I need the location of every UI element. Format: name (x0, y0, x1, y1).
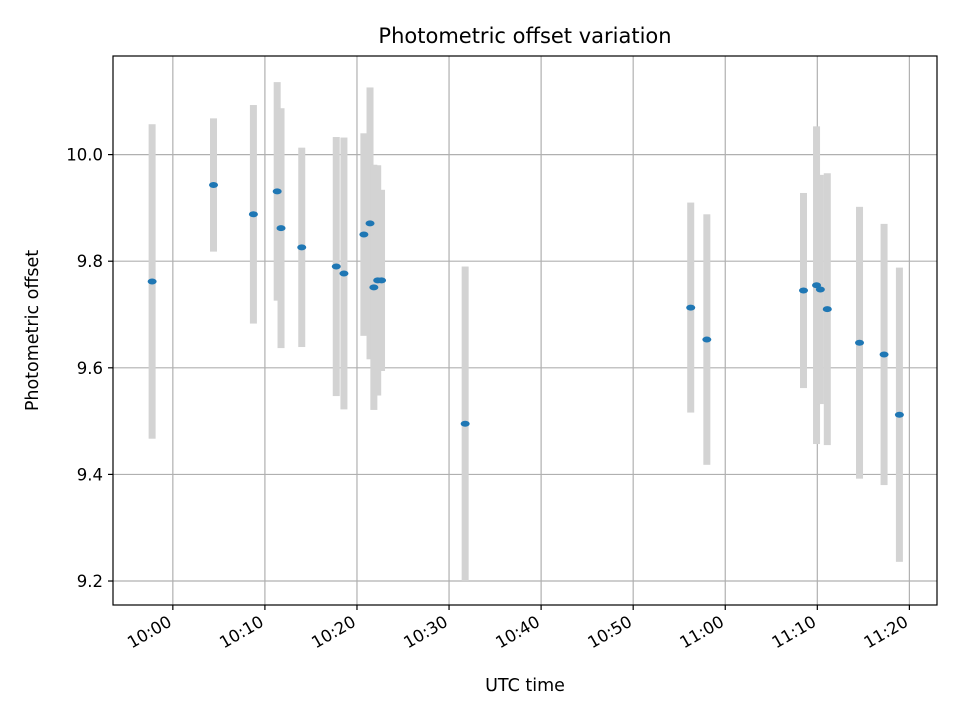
x-axis-label: UTC time (485, 676, 565, 696)
y-tick-label: 9.8 (77, 252, 103, 271)
x-tick-label: 11:00 (677, 612, 728, 652)
data-point (369, 284, 379, 291)
y-tick-label: 9.4 (77, 465, 103, 484)
data-point (879, 351, 889, 358)
data-point (799, 287, 809, 294)
y-axis-label: Photometric offset (23, 250, 43, 411)
data-points (147, 181, 904, 427)
data-point (339, 270, 349, 277)
grid-lines (113, 56, 937, 605)
data-point (365, 220, 375, 227)
data-point (272, 188, 282, 195)
data-point (377, 277, 387, 284)
data-point (248, 211, 258, 218)
plot-area-frame (112, 55, 938, 606)
x-tick-label: 10:30 (400, 612, 451, 652)
y-tick-label: 9.2 (77, 572, 103, 591)
data-point (147, 278, 157, 285)
data-point (855, 339, 865, 346)
x-tick-label: 11:10 (769, 612, 820, 652)
data-point (894, 411, 904, 418)
data-point (209, 181, 219, 188)
axis-ticks: 10:00 10:10 10:20 10:30 10:40 10:50 11:00 11:10… (66, 146, 911, 653)
x-tick-label: 10:10 (216, 612, 267, 652)
x-tick-label: 11:20 (861, 612, 912, 652)
data-point (822, 306, 832, 313)
data-point (359, 231, 369, 238)
x-tick-label: 10:50 (584, 612, 635, 652)
data-point (297, 244, 307, 251)
chart-title: Photometric offset variation (378, 24, 671, 48)
data-point (276, 225, 286, 232)
data-point (460, 420, 470, 427)
y-tick-label: 10.0 (66, 146, 103, 165)
data-point (686, 304, 696, 311)
error-bars (148, 82, 903, 582)
x-tick-label: 10:40 (492, 612, 543, 652)
x-tick-label: 10:20 (308, 612, 359, 652)
data-point (331, 263, 341, 270)
data-point (702, 336, 712, 343)
data-point (815, 286, 825, 293)
y-tick-label: 9.6 (77, 359, 103, 378)
x-tick-label: 10:00 (124, 612, 175, 652)
